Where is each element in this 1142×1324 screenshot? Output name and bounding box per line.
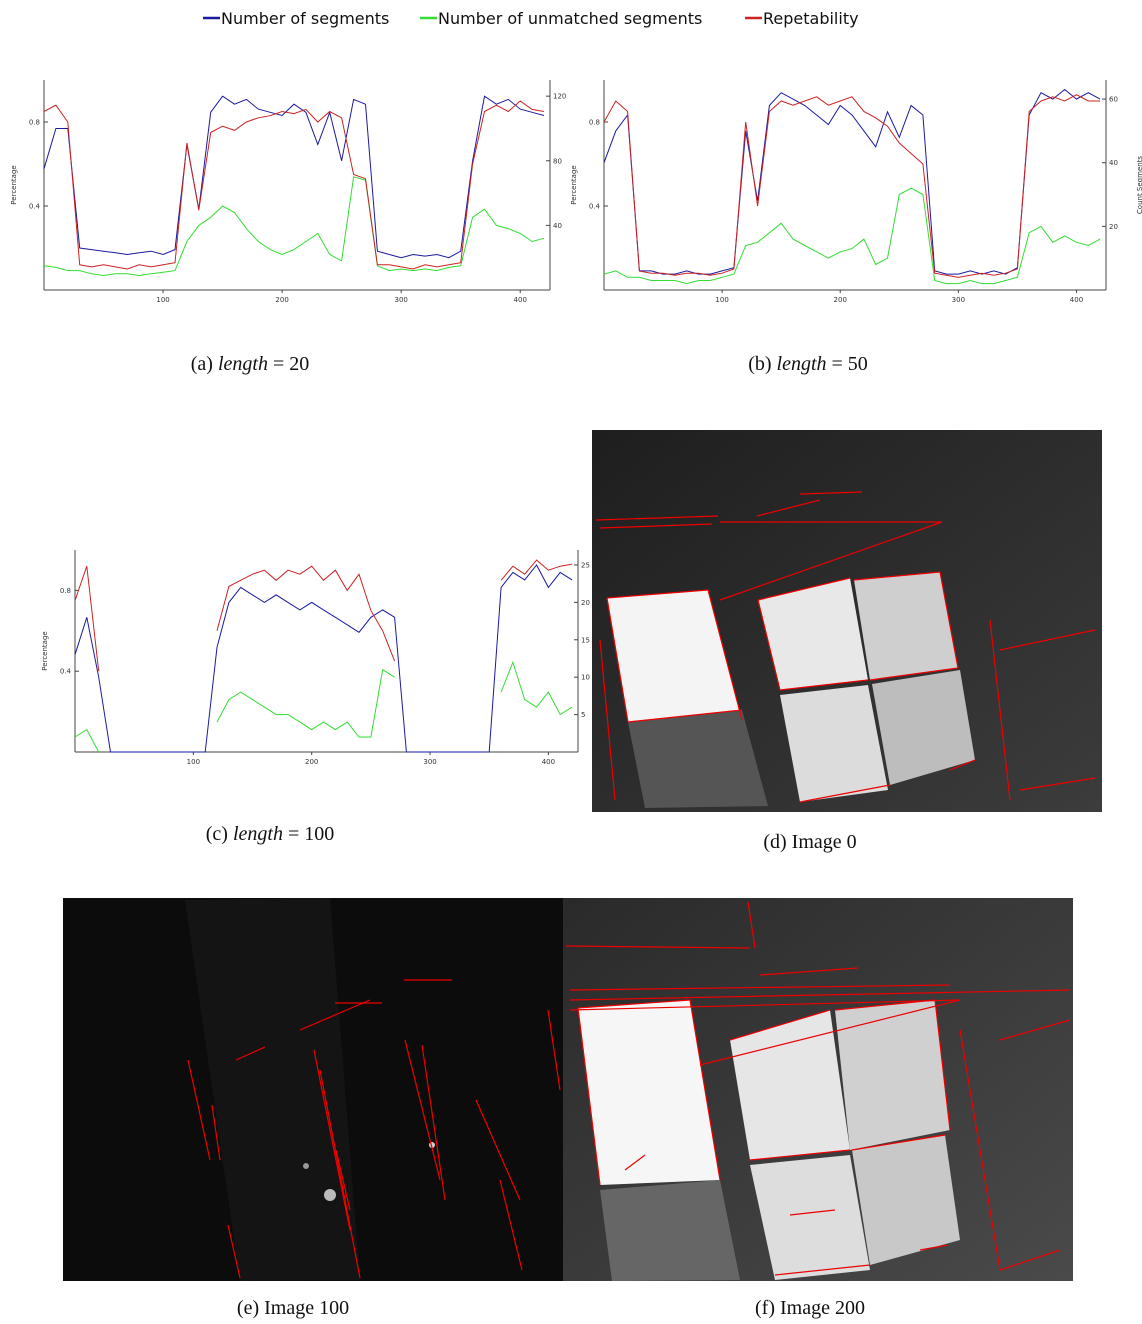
y-tick-label: 0.4 <box>29 203 41 211</box>
caption: (c) length = 100 <box>206 823 334 845</box>
series-line <box>74 559 573 672</box>
y-tick-label: 0.4 <box>60 668 72 676</box>
y2-tick-label: 60 <box>1109 96 1118 104</box>
x-tick-label: 100 <box>187 758 200 766</box>
x-tick-label: 100 <box>715 296 728 304</box>
x-tick-label: 300 <box>423 758 436 766</box>
caption: (b) length = 50 <box>748 353 868 375</box>
y-tick-label: 0.8 <box>60 587 71 595</box>
caption-tag: (f) <box>755 1297 775 1319</box>
caption-rest: = 50 <box>832 353 868 375</box>
caption-tag: (d) <box>763 831 786 853</box>
y-axis-label: Percentage <box>41 631 49 670</box>
series-line <box>603 94 1101 278</box>
x-tick-label: 400 <box>1070 296 1083 304</box>
y2-tick-label: 10 <box>581 674 590 682</box>
legend-label: Repetability <box>763 9 859 28</box>
caption: (d) Image 0 <box>763 831 856 853</box>
x-tick-label: 400 <box>514 296 527 304</box>
caption: (a) length = 20 <box>191 353 309 375</box>
y2-tick-label: 40 <box>553 222 562 230</box>
caption-text: Image 200 <box>780 1297 865 1319</box>
series-line <box>74 660 573 753</box>
caption: (e) Image 100 <box>237 1297 349 1319</box>
y-axis-label: Percentage <box>570 165 578 204</box>
caption: (f) Image 200 <box>755 1297 865 1319</box>
series-line <box>74 564 573 753</box>
caption-tag: (a) <box>191 353 213 375</box>
caption-var: length <box>233 823 283 845</box>
x-tick-label: 100 <box>156 296 169 304</box>
caption-tag: (c) <box>206 823 228 845</box>
x-tick-label: 300 <box>394 296 407 304</box>
y-tick-label: 0.8 <box>589 119 600 127</box>
y-tick-label: 0.4 <box>589 203 601 211</box>
series-line <box>43 176 545 277</box>
series-line <box>43 95 545 259</box>
x-tick-label: 200 <box>275 296 288 304</box>
y2-tick-label: 40 <box>1109 159 1118 167</box>
caption-rest: = 100 <box>288 823 334 845</box>
y2-tick-label: 120 <box>553 93 566 101</box>
caption-text: Image 0 <box>792 831 857 853</box>
caption-var: length <box>777 353 827 375</box>
caption-var: length <box>218 353 268 375</box>
y2-tick-label: 5 <box>581 711 585 719</box>
legend-label: Number of unmatched segments <box>438 9 702 28</box>
x-tick-label: 200 <box>834 296 847 304</box>
caption-tag: (e) <box>237 1297 259 1319</box>
series-line <box>603 187 1101 285</box>
y2-tick-label: 20 <box>581 599 590 607</box>
x-tick-label: 300 <box>952 296 965 304</box>
series-line <box>43 100 545 270</box>
y-tick-label: 0.8 <box>29 119 40 127</box>
y2-axis-label: Count Segments <box>1136 156 1142 215</box>
image-0 <box>592 430 1102 812</box>
y2-tick-label: 20 <box>1109 223 1118 231</box>
image-100 <box>63 898 563 1281</box>
y2-tick-label: 25 <box>581 561 590 569</box>
legend-label: Number of segments <box>221 9 389 28</box>
y-axis-label: Percentage <box>10 165 18 204</box>
x-tick-label: 200 <box>305 758 318 766</box>
caption-text: Image 100 <box>264 1297 349 1319</box>
caption-rest: = 20 <box>273 353 309 375</box>
y2-tick-label: 15 <box>581 636 590 644</box>
image-200 <box>563 898 1073 1281</box>
caption-tag: (b) <box>748 353 771 375</box>
y2-tick-label: 80 <box>553 157 562 165</box>
x-tick-label: 400 <box>542 758 555 766</box>
